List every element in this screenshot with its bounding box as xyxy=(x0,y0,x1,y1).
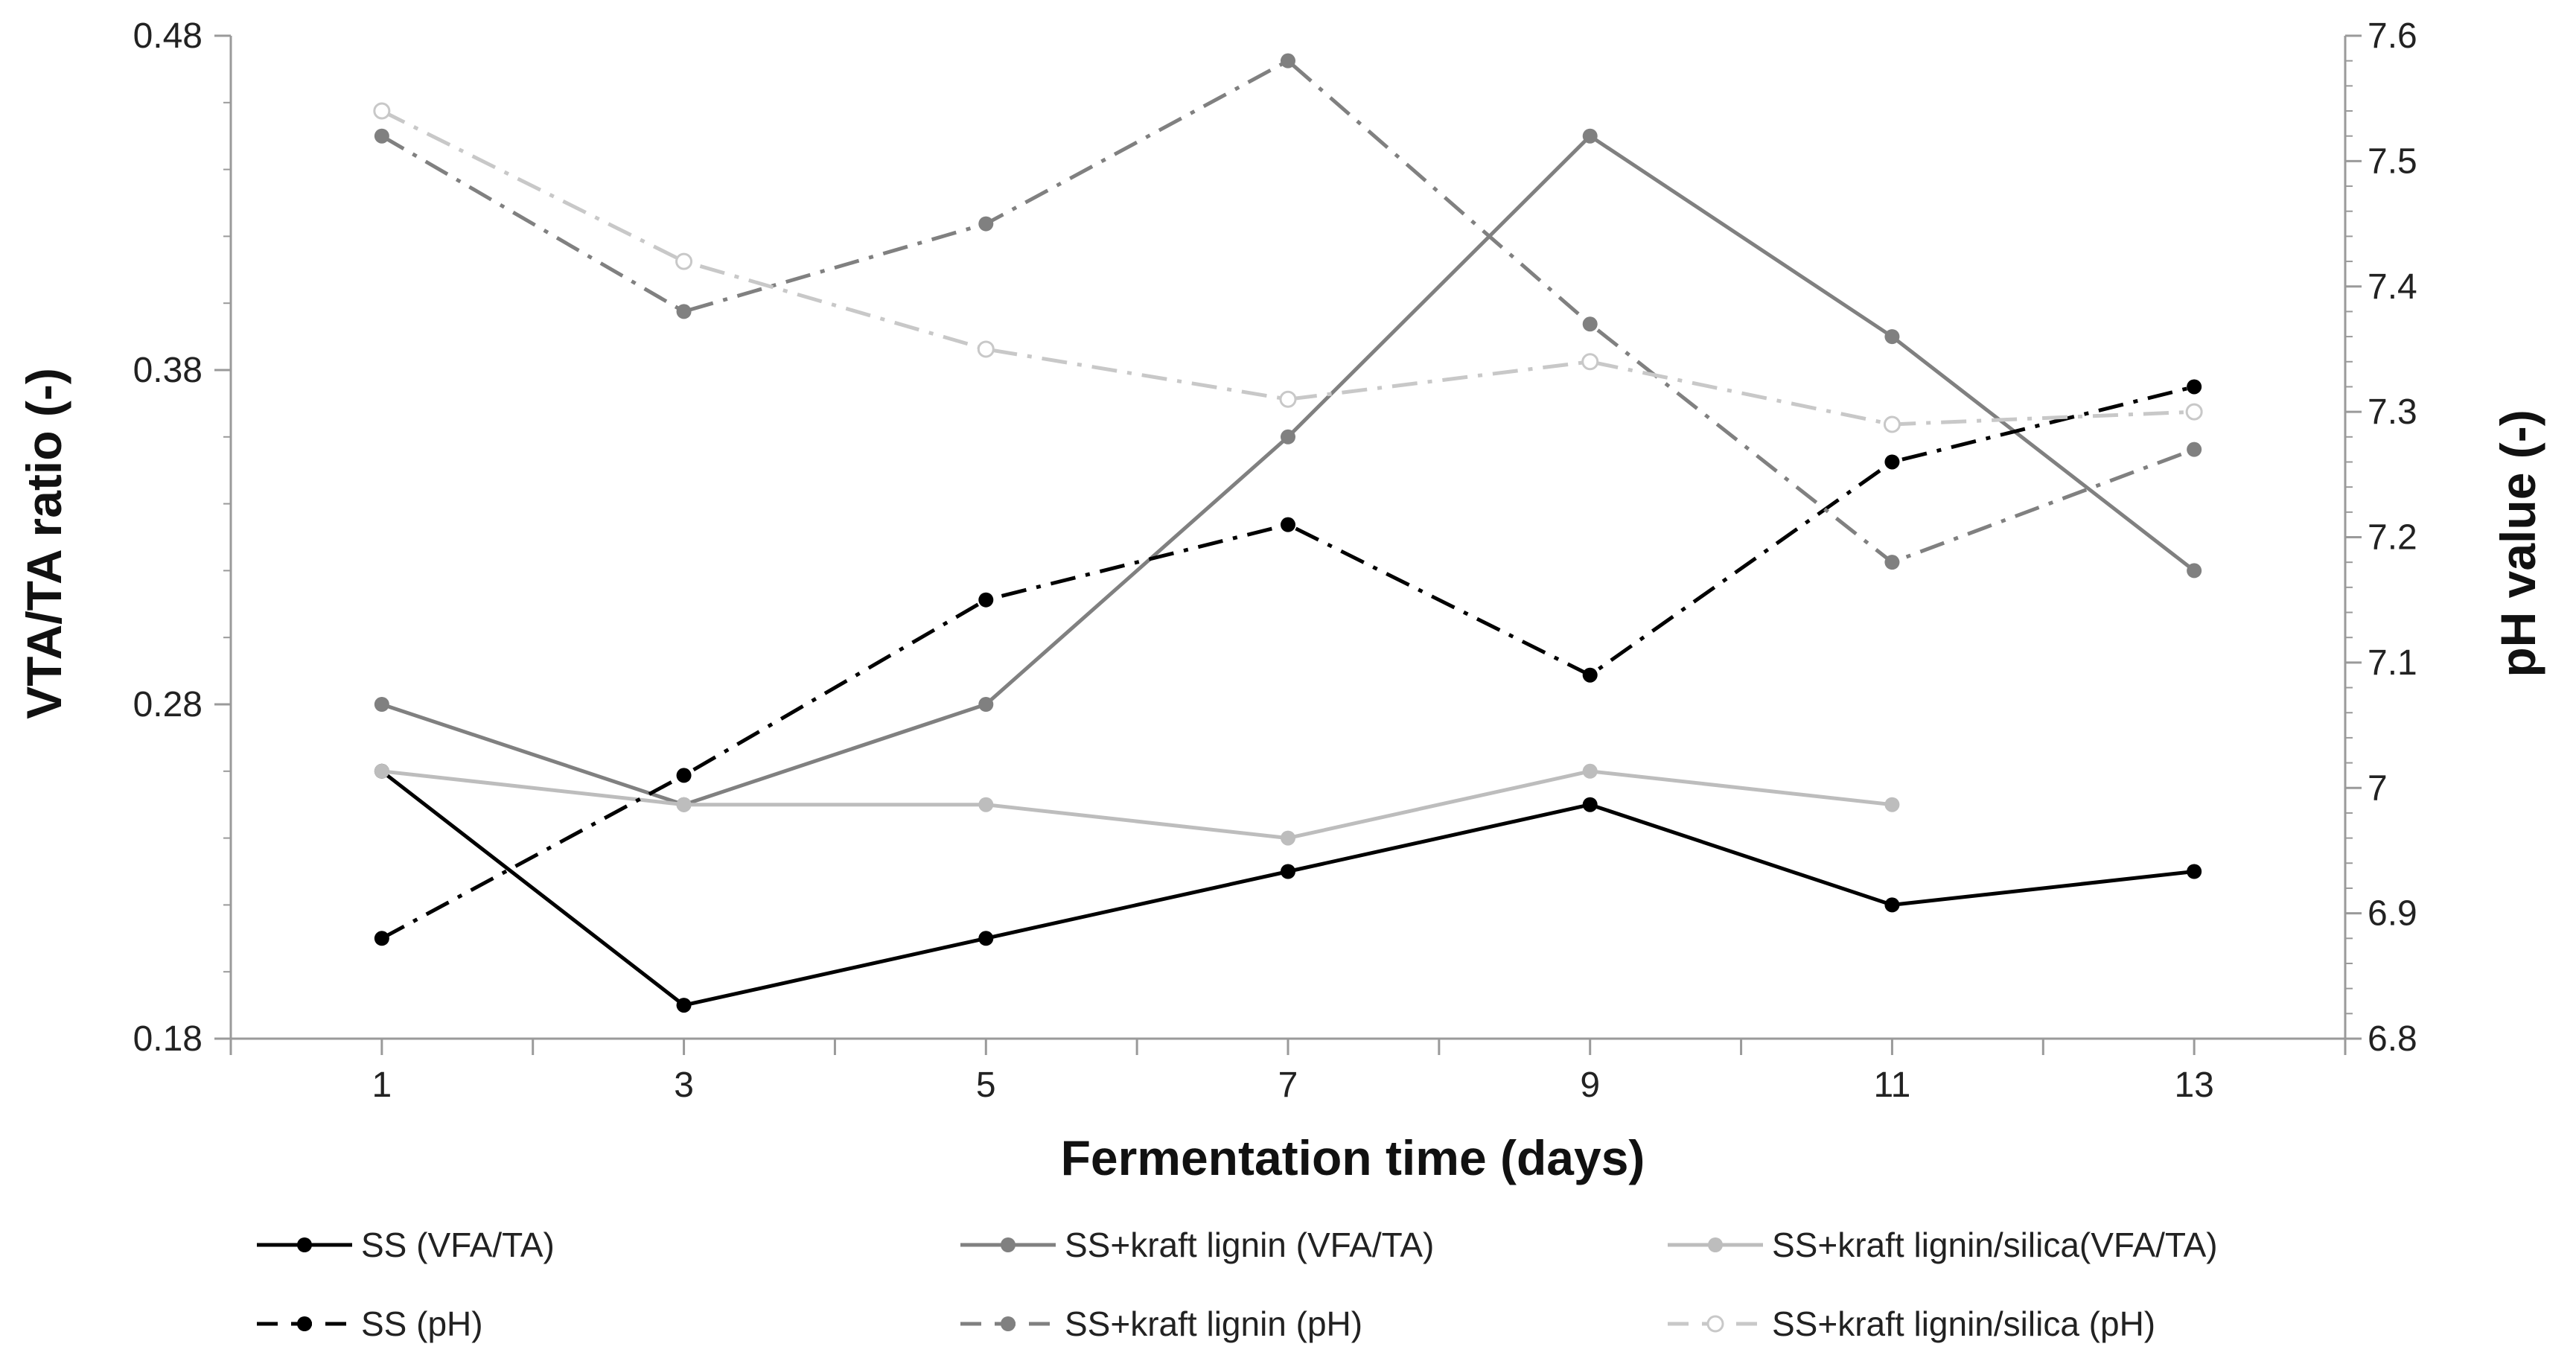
data-point xyxy=(675,252,693,270)
data-point xyxy=(1883,415,1901,433)
data-point xyxy=(1279,390,1297,408)
series-line xyxy=(380,59,2196,564)
data-point xyxy=(676,797,692,812)
data-point xyxy=(1582,128,1598,144)
data-point xyxy=(2187,379,2202,395)
legend-label: SS (VFA/TA) xyxy=(361,1226,555,1264)
data-point xyxy=(978,216,994,232)
data-point xyxy=(374,128,389,144)
legend-swatch-marker xyxy=(1708,1237,1723,1252)
legend-item: SS+kraft lignin/silica(VFA/TA) xyxy=(1668,1226,2218,1264)
legend-item: SS (pH) xyxy=(257,1304,483,1343)
data-point xyxy=(978,931,994,946)
data-point xyxy=(1884,329,1900,345)
legend-label: SS+kraft lignin/silica(VFA/TA) xyxy=(1772,1226,2218,1264)
legend-label: SS+kraft lignin/silica (pH) xyxy=(1772,1304,2155,1343)
data-point xyxy=(1582,316,1598,332)
data-point xyxy=(1582,797,1598,812)
data-point xyxy=(1582,667,1598,683)
x-tick-label: 3 xyxy=(674,1065,694,1105)
axes: 1 3 5 7 9 11 130.180.280.380.486.86.977.17.27.… xyxy=(133,16,2417,1105)
legend-label: SS (pH) xyxy=(361,1304,483,1343)
y-left-axis-title: VTA/TA ratio (-) xyxy=(16,368,71,719)
data-point xyxy=(1581,353,1599,371)
y-right-tick-label: 7.1 xyxy=(2368,643,2417,683)
series-line xyxy=(380,769,2195,1007)
data-point xyxy=(1884,555,1900,570)
series-line xyxy=(381,134,2196,807)
series-2 xyxy=(374,128,2202,812)
data-point xyxy=(977,340,995,358)
legend: SS (VFA/TA) SS+kraft lignin (VFA/TA) SS+kr… xyxy=(257,1226,2218,1343)
data-point xyxy=(1884,454,1900,470)
data-point xyxy=(1281,53,1295,68)
y-right-tick-label: 7.5 xyxy=(2368,141,2417,181)
data-point xyxy=(1884,897,1900,913)
y-right-tick-label: 7.3 xyxy=(2368,392,2417,432)
legend-item: SS+kraft lignin (VFA/TA) xyxy=(960,1226,1434,1264)
legend-swatch-marker xyxy=(1001,1237,1016,1252)
y-right-axis-title: pH value (-) xyxy=(2490,410,2545,677)
data-point xyxy=(978,697,994,712)
y-right-tick-label: 6.9 xyxy=(2368,894,2417,934)
legend-label: SS+kraft lignin (VFA/TA) xyxy=(1065,1226,1434,1264)
data-point xyxy=(676,768,692,783)
data-point xyxy=(978,797,994,812)
legend-swatch-marker xyxy=(297,1237,312,1252)
x-tick-label: 7 xyxy=(1278,1065,1298,1105)
data-point xyxy=(978,592,994,608)
data-point xyxy=(2185,403,2203,421)
legend-item: SS (VFA/TA) xyxy=(257,1226,555,1264)
data-point xyxy=(374,931,389,946)
legend-item: SS+kraft lignin/silica (pH) xyxy=(1668,1304,2155,1343)
y-right-tick-label: 7.4 xyxy=(2368,267,2417,307)
data-point xyxy=(1281,517,1295,532)
data-point xyxy=(1281,864,1295,879)
data-point xyxy=(1884,797,1900,812)
y-left-tick-label: 0.28 xyxy=(133,685,203,724)
data-point xyxy=(2187,864,2202,879)
legend-label: SS+kraft lignin (pH) xyxy=(1065,1304,1362,1343)
y-right-tick-label: 7 xyxy=(2368,768,2388,808)
data-point xyxy=(676,998,692,1013)
series-line xyxy=(380,385,2195,940)
series-layer xyxy=(373,53,2203,1013)
data-point xyxy=(676,304,692,319)
x-tick-label: 9 xyxy=(1580,1065,1600,1105)
series-line xyxy=(380,109,2195,427)
data-point xyxy=(2187,442,2202,457)
series-6 xyxy=(373,102,2203,433)
data-point xyxy=(374,763,389,779)
data-point xyxy=(374,697,389,712)
x-tick-label: 5 xyxy=(976,1065,996,1105)
y-right-tick-label: 7.6 xyxy=(2368,16,2417,56)
legend-swatch-marker xyxy=(297,1316,312,1331)
x-tick-label: 11 xyxy=(1874,1065,1911,1105)
x-axis-title: Fermentation time (days) xyxy=(1061,1130,1645,1185)
series-5 xyxy=(374,53,2202,570)
y-right-tick-label: 7.2 xyxy=(2368,518,2417,558)
data-point xyxy=(2187,563,2202,579)
series-3 xyxy=(374,763,1900,846)
x-tick-label: 1 xyxy=(372,1065,392,1105)
y-left-tick-label: 0.38 xyxy=(133,351,203,390)
series-1 xyxy=(374,763,2202,1013)
legend-swatch-marker xyxy=(1001,1316,1016,1331)
series-4 xyxy=(374,379,2202,946)
legend-item: SS+kraft lignin (pH) xyxy=(960,1304,1362,1343)
data-point xyxy=(1582,763,1598,779)
data-point xyxy=(373,102,391,120)
data-point xyxy=(1281,830,1295,846)
x-tick-label: 13 xyxy=(2174,1065,2213,1105)
series-line xyxy=(381,769,1893,841)
data-point xyxy=(1281,429,1295,444)
y-right-tick-label: 6.8 xyxy=(2368,1019,2417,1059)
legend-swatch-marker xyxy=(1706,1315,1724,1333)
y-left-tick-label: 0.48 xyxy=(133,16,203,56)
y-left-tick-label: 0.18 xyxy=(133,1019,203,1059)
